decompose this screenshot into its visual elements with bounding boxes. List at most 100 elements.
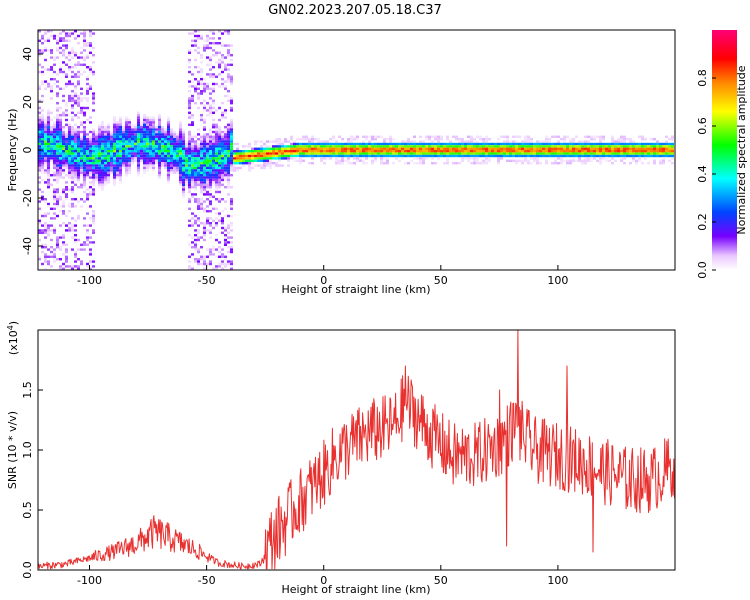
spectrogram-cell	[383, 162, 386, 165]
spectrogram-cell	[434, 142, 437, 146]
spectrogram-cell	[191, 176, 194, 179]
spectrogram-cell	[119, 171, 122, 174]
spectrogram-cell	[197, 80, 200, 83]
spectrogram-cell	[533, 154, 536, 158]
spectrogram-cell	[218, 152, 221, 155]
spectrogram-cell	[227, 135, 230, 138]
spectrogram-cell	[89, 34, 92, 38]
spectrogram-cell	[224, 150, 227, 153]
spectrogram-cell	[311, 152, 314, 155]
spectrogram-cell	[422, 162, 425, 165]
spectrogram-cell	[80, 164, 83, 167]
spectrogram-cell	[41, 171, 44, 174]
spectrogram-cell	[212, 154, 215, 158]
spectrogram-cell	[41, 169, 44, 172]
spectrogram-cell	[671, 150, 674, 153]
spectrogram-cell	[206, 219, 209, 222]
spectrogram-cell	[158, 140, 161, 143]
spectrogram-cell	[404, 152, 407, 155]
spectrogram-cell	[113, 154, 116, 158]
spectrogram-cell	[152, 157, 155, 160]
spectrogram-cell	[56, 238, 59, 242]
spectrogram-cell	[83, 58, 86, 62]
spectrogram-cell	[95, 162, 98, 165]
spectrogram-cell	[230, 118, 233, 122]
spectrogram-cell	[206, 152, 209, 155]
spectrogram-cell	[215, 234, 218, 237]
spectrogram-cell	[80, 109, 83, 112]
spectrogram-cell	[95, 142, 98, 146]
spectrogram-cell	[98, 133, 101, 136]
spectrogram-cell	[98, 171, 101, 174]
spectrogram-cell	[146, 157, 149, 160]
spectrogram-cell	[182, 169, 185, 172]
spectrogram-cell	[548, 154, 551, 158]
spectrogram-cell	[74, 166, 77, 170]
spectrogram-cell	[170, 140, 173, 143]
spectrogram-cell	[587, 159, 590, 162]
spectrogram-cell	[44, 87, 47, 90]
spectrogram-cell	[47, 229, 50, 232]
spectrogram-cell	[173, 130, 176, 134]
spectrogram-cell	[296, 150, 299, 153]
spectrogram-cell	[377, 147, 380, 150]
spectrogram-cell	[119, 157, 122, 160]
spectrogram-cell	[155, 150, 158, 153]
spectrogram-cell	[470, 142, 473, 146]
spectrogram-cell	[149, 116, 152, 119]
spectrogram-cell	[617, 150, 620, 153]
spectrogram-cell	[548, 147, 551, 150]
spectrogram-cell	[236, 147, 239, 150]
spectrogram-cell	[173, 162, 176, 165]
spectrogram-cell	[74, 135, 77, 138]
spectrogram-cell	[140, 157, 143, 160]
spectrogram-cell	[275, 138, 278, 141]
spectrogram-cell	[524, 147, 527, 150]
spectrogram-cell	[638, 154, 641, 158]
spectrogram-cell	[521, 145, 524, 148]
spectrogram-cell	[44, 255, 47, 258]
spectrogram-cell	[269, 147, 272, 150]
spectrogram-cell	[197, 92, 200, 95]
spectrogram-cell	[50, 130, 53, 134]
spectrogram-cell	[389, 154, 392, 158]
spectrogram-cell	[86, 188, 89, 191]
spectrogram-cell	[191, 186, 194, 189]
spectrogram-cell	[86, 162, 89, 165]
spectrogram-cell	[308, 142, 311, 146]
spectrogram-cell	[59, 267, 62, 270]
spectrogram-cell	[209, 106, 212, 110]
spectrogram-cell	[620, 138, 623, 141]
spectrogram-cell	[41, 229, 44, 232]
spectrogram-cell	[506, 147, 509, 150]
spectrogram-cell	[197, 106, 200, 110]
spectrogram-cell	[230, 207, 233, 210]
spectrogram-cell	[83, 32, 86, 35]
spectrogram-cell	[215, 169, 218, 172]
spectrogram-cell	[206, 82, 209, 86]
spectrogram-cell	[212, 82, 215, 86]
spectrogram-cell	[578, 150, 581, 153]
spectrogram-cell	[149, 147, 152, 150]
spectrogram-cell	[152, 169, 155, 172]
spectrogram-cell	[488, 145, 491, 148]
spectrogram-cell	[485, 154, 488, 158]
spectrogram-cell	[44, 138, 47, 141]
spectrogram-cell	[152, 133, 155, 136]
spectrogram-cell	[209, 142, 212, 146]
spectrogram-cell	[65, 214, 68, 218]
spectrogram-cell	[83, 97, 86, 100]
spectrogram-cell	[41, 49, 44, 52]
spectrogram-cell	[68, 51, 71, 54]
spectrogram-cell	[434, 135, 437, 138]
spectrogram-cell	[74, 130, 77, 134]
spectrogram-cell	[101, 130, 104, 134]
spectrogram-cell	[638, 157, 641, 160]
spectrogram-cell	[59, 248, 62, 251]
spectrogram-cell	[137, 154, 140, 158]
spectrogram-cell	[389, 147, 392, 150]
spectrogram-cell	[158, 174, 161, 177]
spectrogram-cell	[188, 116, 191, 119]
spectrogram-cell	[116, 138, 119, 141]
spectrogram-cell	[320, 147, 323, 150]
